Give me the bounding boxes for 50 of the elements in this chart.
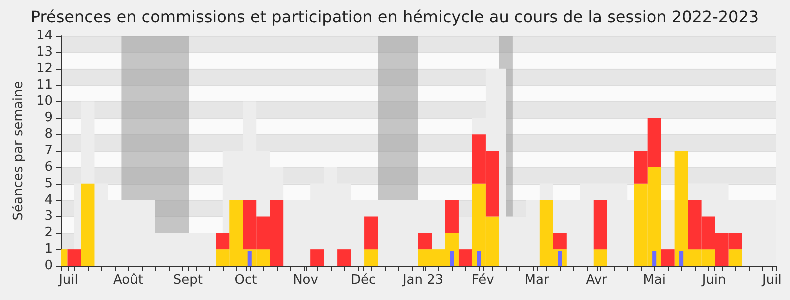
bar: [594, 250, 608, 266]
bar: [81, 184, 95, 266]
x-tick-label: Juil: [761, 273, 782, 288]
bar: [216, 233, 230, 250]
y-tick-label: 12: [36, 61, 53, 76]
bar: [458, 250, 472, 266]
x-tick-label: Sept: [173, 273, 203, 288]
y-tick-label: 13: [36, 44, 53, 60]
bar: [728, 250, 742, 266]
y-tick-label: 9: [44, 110, 53, 126]
bar: [652, 251, 657, 266]
bar: [477, 251, 482, 266]
bar: [450, 251, 454, 266]
y-tick-label: 6: [44, 160, 53, 175]
bar: [418, 233, 432, 250]
bar: [338, 250, 352, 266]
bar: [594, 200, 608, 250]
bar: [248, 251, 252, 266]
y-tick-label: 1: [44, 242, 53, 258]
x-tick-label: Nov: [293, 273, 319, 288]
bar: [558, 251, 562, 266]
x-tick-label: Mar: [524, 273, 550, 288]
y-tick-label: 14: [36, 28, 53, 44]
y-tick-label: 10: [36, 94, 53, 110]
bar: [364, 216, 378, 250]
x-tick-label: Oct: [234, 273, 258, 288]
x-tick-label: Mai: [643, 273, 666, 288]
y-tick-label: 5: [44, 176, 53, 192]
x-tick-label: Déc: [350, 273, 376, 288]
bar: [445, 200, 459, 234]
bar: [364, 250, 378, 266]
y-tick-label: 7: [44, 144, 53, 158]
y-tick-label: 11: [36, 78, 53, 93]
y-axis-title: Séances par semaine: [12, 81, 27, 221]
bar: [661, 250, 675, 266]
x-tick-label: Juil: [58, 273, 78, 288]
bar: [680, 251, 684, 266]
bar: [553, 233, 567, 250]
bar: [310, 250, 324, 266]
x-tick-label: Jan 23: [402, 273, 444, 288]
y-tick-label: 2: [44, 226, 53, 241]
chart-title: Présences en commissions et participation en hémicycle au cours de la session 2022-2023: [30, 8, 760, 26]
x-tick-label: Juin: [701, 273, 726, 288]
x-tick-label: Avr: [586, 273, 608, 288]
y-tick-label: 3: [44, 209, 53, 224]
y-tick-label: 4: [44, 192, 53, 208]
x-tick-label: Fév: [472, 273, 495, 288]
x-tick-label: Août: [113, 273, 144, 288]
y-tick-label: 0: [44, 258, 53, 274]
y-tick-label: 8: [44, 127, 53, 142]
